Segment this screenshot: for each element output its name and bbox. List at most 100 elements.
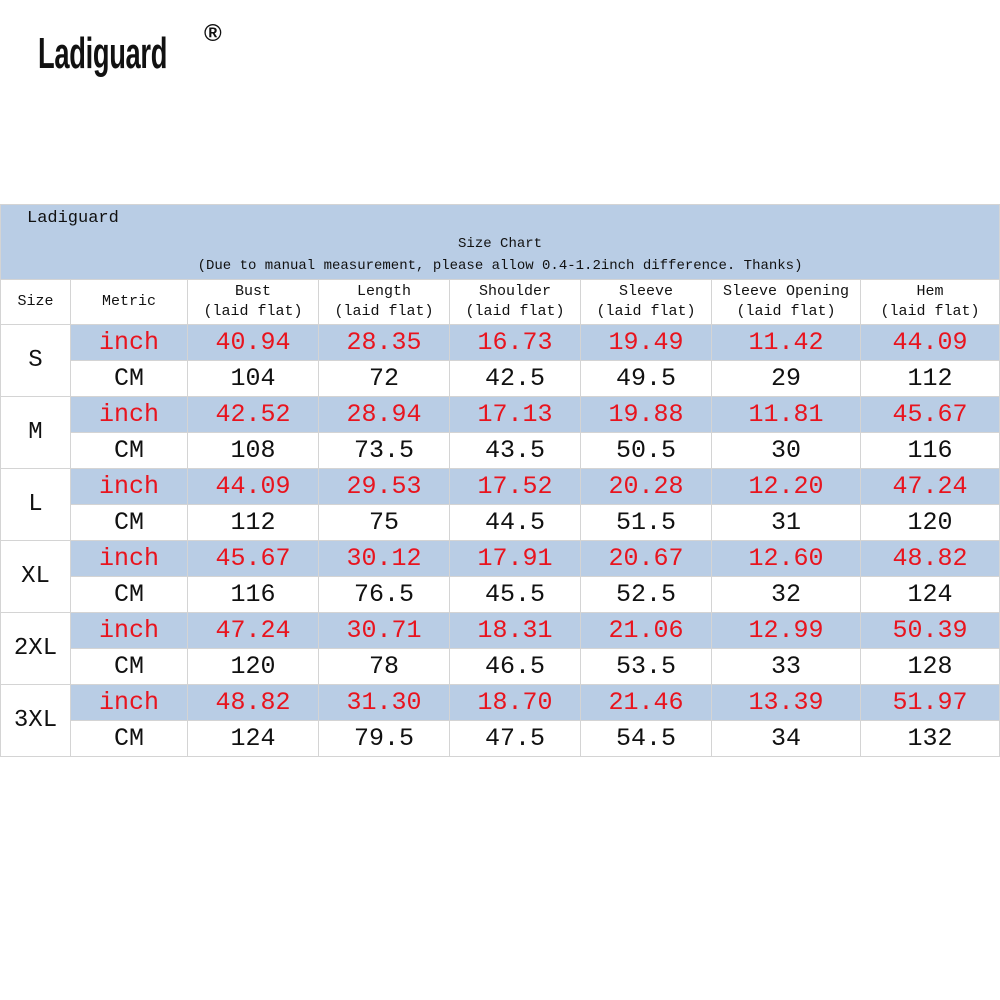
inch-value: 20.67	[580, 540, 712, 577]
inch-value: 19.88	[580, 396, 712, 433]
cm-value: 34	[711, 720, 861, 757]
cm-value: 31	[711, 504, 861, 541]
cm-value: 124	[859, 576, 1000, 613]
inch-value: 40.94	[187, 324, 319, 361]
cm-value: 73.5	[318, 432, 450, 469]
metric-cm-label: CM	[70, 360, 188, 397]
inch-value: 47.24	[859, 468, 1000, 505]
size-label: S	[0, 324, 71, 397]
header-column-name: Bust	[234, 283, 271, 300]
cm-value: 32	[711, 576, 861, 613]
inch-value: 12.60	[711, 540, 861, 577]
inch-value: 50.39	[859, 612, 1000, 649]
inch-value: 42.52	[187, 396, 319, 433]
brand-logo: Ladiguard ®	[38, 20, 246, 86]
measurement-note: (Due to manual measurement, please allow…	[197, 258, 803, 274]
cm-value: 120	[859, 504, 1000, 541]
table-row: 3XL inch 48.82 31.30 18.70 21.46 13.39 51.97	[0, 684, 1000, 757]
inch-value: 12.99	[711, 612, 861, 649]
inch-value: 47.24	[187, 612, 319, 649]
brand-row: Ladiguard	[0, 204, 1000, 231]
size-label: XL	[0, 540, 71, 613]
table-row: CM 104 72 42.5 49.5 29 112	[1, 360, 1000, 397]
cm-value: 30	[711, 432, 861, 469]
inch-value: 11.42	[711, 324, 861, 361]
cm-value: 132	[859, 720, 1000, 757]
header-column-sub: (laid flat)	[736, 303, 836, 320]
header-metric: Metric	[70, 279, 188, 325]
header-column: Length (laid flat)	[318, 279, 450, 325]
cm-value: 33	[711, 648, 861, 685]
table-title-cell: Size Chart (Due to manual measurement, p…	[0, 231, 1000, 280]
header-column-name: Hem	[916, 283, 944, 300]
metric-inch-label: inch	[70, 540, 188, 577]
table-title: Size Chart	[458, 236, 543, 252]
cm-value: 112	[187, 504, 319, 541]
cm-value: 72	[318, 360, 450, 397]
cm-value: 29	[711, 360, 861, 397]
table-row: XL inch 45.67 30.12 17.91 20.67 12.60 48.82	[0, 540, 1000, 613]
inch-value: 31.30	[318, 684, 450, 721]
header-row: Size Metric Bust (laid flat) Length (laid f…	[0, 279, 1000, 325]
inch-value: 51.97	[859, 684, 1000, 721]
cm-value: 116	[859, 432, 1000, 469]
metric-cm-label: CM	[70, 720, 188, 757]
cm-value: 116	[187, 576, 319, 613]
header-column-sub: (laid flat)	[880, 303, 980, 320]
cm-value: 50.5	[580, 432, 712, 469]
cm-value: 42.5	[449, 360, 581, 397]
table-row: CM 124 79.5 47.5 54.5 34 132	[1, 720, 1000, 757]
inch-value: 45.67	[187, 540, 319, 577]
cm-value: 49.5	[580, 360, 712, 397]
inch-value: 13.39	[711, 684, 861, 721]
cm-value: 120	[187, 648, 319, 685]
title-row: Size Chart (Due to manual measurement, p…	[0, 231, 1000, 280]
header-column-sub: (laid flat)	[465, 303, 565, 320]
table-row: CM 112 75 44.5 51.5 31 120	[1, 504, 1000, 541]
inch-value: 30.12	[318, 540, 450, 577]
inch-value: 12.20	[711, 468, 861, 505]
table-brand: Ladiguard	[0, 204, 1000, 231]
inch-value: 44.09	[859, 324, 1000, 361]
table-row: CM 108 73.5 43.5 50.5 30 116	[1, 432, 1000, 469]
cm-value: 124	[187, 720, 319, 757]
inch-value: 20.28	[580, 468, 712, 505]
cm-value: 52.5	[580, 576, 712, 613]
table-row: CM 116 76.5 45.5 52.5 32 124	[1, 576, 1000, 613]
inch-value: 28.94	[318, 396, 450, 433]
cm-value: 47.5	[449, 720, 581, 757]
table-row: CM 120 78 46.5 53.5 33 128	[1, 648, 1000, 685]
cm-value: 104	[187, 360, 319, 397]
cm-value: 128	[859, 648, 1000, 685]
metric-inch-label: inch	[70, 612, 188, 649]
header-column: Bust (laid flat)	[187, 279, 319, 325]
cm-value: 45.5	[449, 576, 581, 613]
cm-value: 76.5	[318, 576, 450, 613]
cm-value: 43.5	[449, 432, 581, 469]
header-column-sub: (laid flat)	[334, 303, 434, 320]
registered-trademark-icon: ®	[204, 20, 222, 47]
cm-value: 78	[318, 648, 450, 685]
inch-value: 19.49	[580, 324, 712, 361]
metric-inch-label: inch	[70, 324, 188, 361]
header-column: Sleeve (laid flat)	[580, 279, 712, 325]
cm-value: 54.5	[580, 720, 712, 757]
cm-value: 79.5	[318, 720, 450, 757]
inch-value: 45.67	[859, 396, 1000, 433]
header-column-sub: (laid flat)	[596, 303, 696, 320]
size-label: 2XL	[0, 612, 71, 685]
inch-value: 16.73	[449, 324, 581, 361]
inch-value: 48.82	[187, 684, 319, 721]
cm-value: 44.5	[449, 504, 581, 541]
table-row: 2XL inch 47.24 30.71 18.31 21.06 12.99 50.39	[0, 612, 1000, 685]
metric-inch-label: inch	[70, 468, 188, 505]
size-label: L	[0, 468, 71, 541]
cm-value: 51.5	[580, 504, 712, 541]
inch-value: 30.71	[318, 612, 450, 649]
header-column: Shoulder (laid flat)	[449, 279, 581, 325]
inch-value: 11.81	[711, 396, 861, 433]
metric-cm-label: CM	[70, 648, 188, 685]
inch-value: 17.13	[449, 396, 581, 433]
